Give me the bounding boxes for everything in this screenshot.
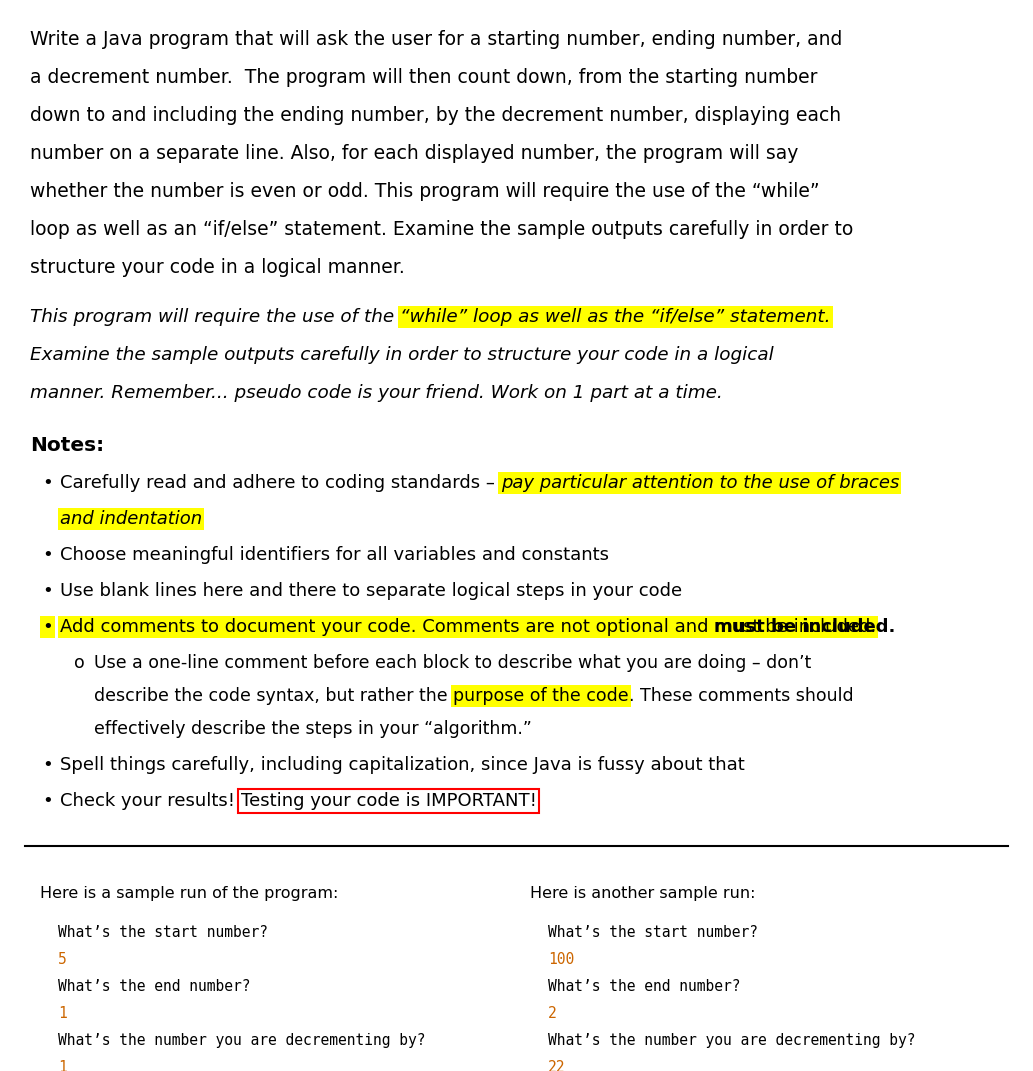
Text: effectively describe the steps in your “algorithm.”: effectively describe the steps in your “… [94, 720, 532, 738]
Text: Here is a sample run of the program:: Here is a sample run of the program: [40, 886, 339, 901]
Text: What’s the number you are decrementing by?: What’s the number you are decrementing b… [547, 1034, 915, 1049]
Text: What’s the number you are decrementing by?: What’s the number you are decrementing b… [58, 1034, 426, 1049]
Text: Use blank lines here and there to separate logical steps in your code: Use blank lines here and there to separa… [60, 582, 682, 600]
Text: 2: 2 [547, 1006, 557, 1021]
Text: must be included.: must be included. [714, 618, 896, 636]
Text: 1: 1 [58, 1060, 67, 1071]
Text: 100: 100 [547, 952, 574, 967]
Text: and indentation: and indentation [60, 510, 202, 528]
Text: whether the number is even or odd. This program will require the use of the “whi: whether the number is even or odd. This … [30, 182, 819, 201]
Text: pay particular attention to the use of braces: pay particular attention to the use of b… [501, 474, 899, 492]
Text: 1: 1 [58, 1006, 67, 1021]
Text: Spell things carefully, including capitalization, since Java is fussy about that: Spell things carefully, including capita… [60, 756, 745, 774]
Text: o: o [74, 654, 85, 672]
Text: Notes:: Notes: [30, 436, 104, 455]
Text: Choose meaningful identifiers for all variables and constants: Choose meaningful identifiers for all va… [60, 546, 609, 564]
Text: •: • [42, 791, 53, 810]
Text: Add comments to document your code. Comments are not optional and must be includ: Add comments to document your code. Comm… [60, 618, 876, 636]
Text: number on a separate line. Also, for each displayed number, the program will say: number on a separate line. Also, for eac… [30, 144, 799, 163]
Text: •: • [42, 618, 53, 636]
Text: 22: 22 [547, 1060, 565, 1071]
Text: Use a one-line comment before each block to describe what you are doing – don’t: Use a one-line comment before each block… [94, 654, 811, 672]
Text: •: • [42, 756, 53, 774]
Text: “while” loop as well as the “if/else” statement.: “while” loop as well as the “if/else” st… [400, 308, 831, 326]
Text: describe the code syntax, but rather the: describe the code syntax, but rather the [94, 687, 453, 705]
Text: loop as well as an “if/else” statement. Examine the sample outputs carefully in : loop as well as an “if/else” statement. … [30, 220, 853, 239]
Text: a decrement number.  The program will then count down, from the starting number: a decrement number. The program will the… [30, 67, 817, 87]
Text: What’s the end number?: What’s the end number? [547, 979, 741, 994]
Text: 5: 5 [58, 952, 67, 967]
Text: Examine the sample outputs carefully in order to structure your code in a logica: Examine the sample outputs carefully in … [30, 346, 774, 364]
Text: What’s the start number?: What’s the start number? [58, 925, 268, 940]
Text: Here is another sample run:: Here is another sample run: [530, 886, 755, 901]
Text: Write a Java program that will ask the user for a starting number, ending number: Write a Java program that will ask the u… [30, 30, 842, 49]
Text: What’s the end number?: What’s the end number? [58, 979, 250, 994]
Text: structure your code in a logical manner.: structure your code in a logical manner. [30, 258, 405, 277]
Text: •: • [42, 546, 53, 564]
Text: manner. Remember... pseudo code is your friend. Work on 1 part at a time.: manner. Remember... pseudo code is your … [30, 384, 723, 402]
Text: . These comments should: . These comments should [629, 687, 853, 705]
Text: Carefully read and adhere to coding standards –: Carefully read and adhere to coding stan… [60, 474, 501, 492]
Text: Testing your code is IMPORTANT!: Testing your code is IMPORTANT! [241, 791, 536, 810]
Text: This program will require the use of the: This program will require the use of the [30, 308, 400, 326]
Text: •: • [42, 474, 53, 492]
Text: What’s the start number?: What’s the start number? [547, 925, 758, 940]
Text: •: • [42, 582, 53, 600]
Text: down to and including the ending number, by the decrement number, displaying eac: down to and including the ending number,… [30, 106, 841, 125]
Text: purpose of the code: purpose of the code [453, 687, 629, 705]
Text: Check your results!: Check your results! [60, 791, 241, 810]
